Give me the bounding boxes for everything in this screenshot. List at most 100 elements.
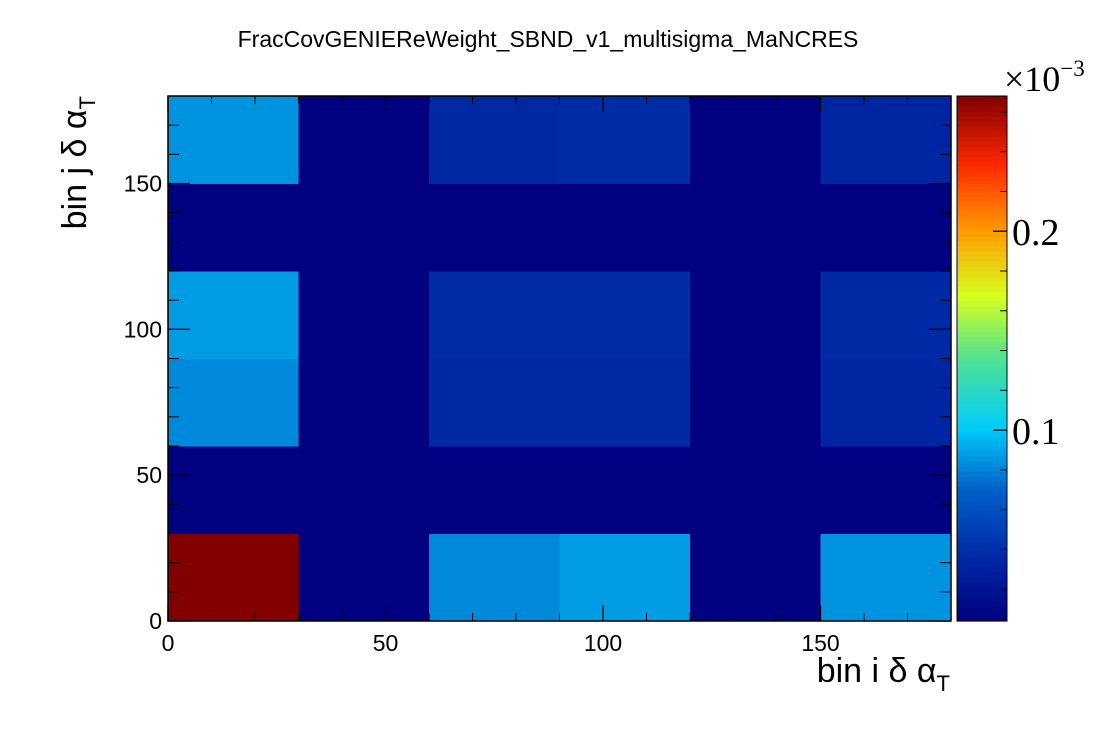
x-axis-label: bin i δ αT [817,652,950,696]
colorbar-segment [957,256,1007,262]
heatmap-cell-4-2 [429,183,560,272]
y-axis-label: bin j δ αT [56,96,100,229]
colorbar-segment [957,561,1007,567]
colorbar-segment [957,601,1007,607]
colorbar-segment [957,611,1007,617]
colorbar-segment [957,226,1007,232]
colorbar-segment [957,311,1007,317]
x-tick-label: 50 [373,630,399,656]
heatmap-cell-2-5 [820,358,952,447]
y-axis: 0 50 100 150 [124,95,951,634]
colorbar-segment [957,591,1007,597]
colorbar-segment [957,191,1007,197]
colorbar-segment [957,351,1007,357]
chart-title: FracCovGENIEReWeight_SBND_v1_multisigma_… [238,26,859,52]
heatmap-cell-0-5 [820,533,952,622]
colorbar: 0.1 0.2 [956,95,1060,622]
colorbar-segment [957,606,1007,612]
colorbar-segment [957,231,1007,237]
heatmap-cell-5-3 [559,96,691,184]
heatmap-cell-5-1 [298,96,430,184]
colorbar-segment [957,146,1007,152]
colorbar-segment [957,111,1007,117]
y-tick-label: 0 [149,608,162,634]
colorbar-tick-label: 0.1 [1012,411,1060,453]
colorbar-segment [957,411,1007,417]
colorbar-segment [957,571,1007,577]
colorbar-segment [957,106,1007,112]
colorbar-segment [957,576,1007,582]
heatmap-cell-2-2 [429,358,560,447]
colorbar-segment [957,216,1007,222]
heatmap-cell-0-1 [298,533,430,622]
y-tick-label: 150 [124,171,162,197]
colorbar-multiplier: ×10−3 [1004,56,1085,99]
colorbar-segment [957,466,1007,472]
colorbar-segment [957,176,1007,182]
colorbar-segment [957,236,1007,242]
colorbar-segment [957,551,1007,557]
colorbar-segment [957,416,1007,422]
heatmap-cell-4-4 [690,183,821,272]
colorbar-segment [957,391,1007,397]
heatmap-cell-5-2 [429,96,560,184]
colorbar-segment [957,361,1007,367]
heatmap-cell-5-4 [690,96,821,184]
colorbar-segment [957,401,1007,407]
colorbar-segment [957,116,1007,122]
colorbar-segment [957,316,1007,322]
heatmap-cell-3-1 [298,271,430,359]
heatmap-cell-3-3 [559,271,691,359]
colorbar-segment [957,586,1007,592]
colorbar-border [956,95,1008,622]
colorbar-segment [957,501,1007,507]
colorbar-segment [957,246,1007,252]
colorbar-segment [957,521,1007,527]
colorbar-segment [957,556,1007,562]
colorbar-segment [957,531,1007,537]
heatmap-cell-1-4 [690,446,821,534]
x-axis: 0 50 100 150 [162,96,952,656]
colorbar-segment [957,241,1007,247]
colorbar-tick-label: 0.2 [1012,212,1060,254]
colorbar-segment [957,171,1007,177]
colorbar-segment [957,496,1007,502]
colorbar-segment [957,296,1007,302]
colorbar-segment [957,426,1007,432]
colorbar-segment [957,476,1007,482]
colorbar-segment [957,291,1007,297]
heatmap-cell-1-1 [298,446,430,534]
colorbar-segment [957,491,1007,497]
heatmap-cell-1-3 [559,446,691,534]
colorbar-segment [957,376,1007,382]
heatmap-cell-3-4 [690,271,821,359]
colorbar-segment [957,331,1007,337]
colorbar-segment [957,511,1007,517]
colorbar-segment [957,151,1007,157]
heatmap-cell-4-3 [559,183,691,272]
colorbar-segment [957,451,1007,457]
heatmap-cell-4-5 [820,183,952,272]
colorbar-segment [957,346,1007,352]
heatmap-cell-1-2 [429,446,560,534]
colorbar-segment [957,616,1007,622]
colorbar-segment [957,321,1007,327]
colorbar-segment [957,396,1007,402]
heatmap-cells [168,96,952,622]
heatmap-cell-3-0 [168,271,299,359]
colorbar-segment [957,266,1007,272]
colorbar-segment [957,461,1007,467]
colorbar-segment [957,441,1007,447]
heatmap-cell-4-0 [168,183,299,272]
colorbar-segment [957,326,1007,332]
colorbar-segment [957,366,1007,372]
x-tick-label: 0 [162,630,175,656]
heatmap-cell-0-4 [690,533,821,622]
colorbar-segment [957,181,1007,187]
colorbar-segment [957,456,1007,462]
heatmap-cell-5-5 [820,96,952,184]
colorbar-segment [957,121,1007,127]
heatmap-cell-2-3 [559,358,691,447]
heatmap-cell-4-1 [298,183,430,272]
heatmap-cell-0-3 [559,533,691,622]
